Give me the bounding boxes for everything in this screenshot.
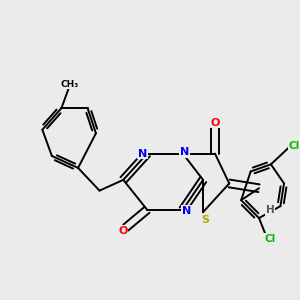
Text: Cl: Cl bbox=[288, 141, 300, 151]
Text: O: O bbox=[118, 226, 128, 236]
Text: CH₃: CH₃ bbox=[61, 80, 79, 88]
Text: O: O bbox=[210, 118, 220, 128]
Text: H: H bbox=[266, 205, 274, 215]
Text: N: N bbox=[138, 148, 147, 159]
Text: N: N bbox=[180, 147, 189, 157]
Text: S: S bbox=[201, 214, 209, 225]
Text: N: N bbox=[182, 206, 191, 216]
Text: Cl: Cl bbox=[265, 234, 276, 244]
